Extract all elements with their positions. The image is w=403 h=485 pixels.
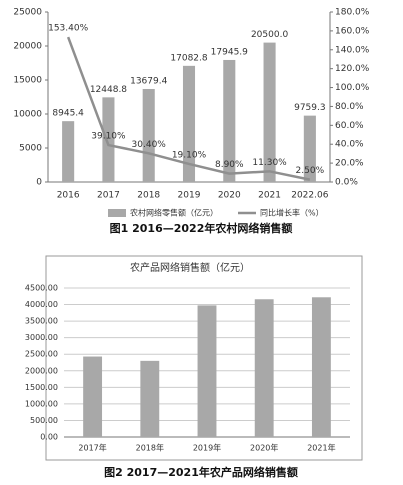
bar [62, 121, 75, 182]
data-label: 11.30% [252, 158, 287, 168]
bar [197, 305, 217, 437]
bar [182, 65, 196, 182]
bar [140, 360, 160, 437]
data-label: 9759.3 [294, 103, 326, 113]
y-tick-label: 3000.00 [25, 333, 58, 342]
bar [142, 88, 155, 182]
x-tick-label: 2020 [218, 191, 241, 201]
data-label: 8.90% [215, 160, 244, 170]
y-tick-label: 3500.00 [25, 317, 58, 326]
y2-tick-label: 0.0% [335, 178, 358, 188]
data-label: 20500.0 [251, 30, 288, 40]
y2-tick-label: 180.0% [335, 8, 370, 18]
y-tick-label: 1000.00 [25, 399, 58, 408]
chart-title: 农产品网络销售额（亿元） [130, 261, 250, 274]
y-tick-label: 4000.00 [25, 300, 58, 309]
y-tick-label: 4500.00 [25, 284, 58, 293]
y-tick-label: 0.00 [40, 433, 58, 442]
y-tick-label: 5000 [19, 144, 42, 154]
y2-tick-label: 120.0% [335, 64, 370, 74]
y-tick-label: 10000 [13, 110, 42, 120]
x-tick-label: 2018年 [136, 443, 164, 453]
x-tick-label: 2022.06 [291, 191, 328, 201]
data-label: 12448.8 [90, 85, 127, 95]
data-label: 153.40% [48, 24, 88, 34]
x-tick-label: 2019 [178, 191, 201, 201]
bar [223, 59, 236, 182]
y-tick-label: 25000 [13, 8, 42, 18]
y-tick-label: 0 [36, 178, 42, 188]
y2-tick-label: 80.0% [335, 102, 364, 112]
line [66, 36, 311, 181]
y-tick-label: 2000.00 [25, 366, 58, 375]
data-label: 13679.4 [130, 76, 167, 86]
x-tick-label: 2016 [57, 191, 80, 201]
legend-label: 同比增长率（%） [260, 208, 324, 218]
bar [303, 115, 316, 182]
y2-tick-label: 20.0% [335, 159, 364, 169]
x-tick-label: 2017年 [78, 443, 106, 453]
y-tick-label: 500.00 [30, 416, 58, 425]
y-tick-label: 1500.00 [25, 383, 58, 392]
y2-tick-label: 100.0% [335, 83, 370, 93]
x-tick-label: 2020年 [250, 443, 278, 453]
data-label: 19.10% [172, 150, 207, 160]
x-tick-label: 2019年 [193, 443, 221, 453]
chart-frame [45, 255, 363, 461]
y2-tick-label: 140.0% [335, 45, 370, 55]
bar [311, 297, 331, 437]
x-tick-label: 2018 [137, 191, 160, 201]
bar [263, 42, 276, 182]
x-tick-label: 2021年 [307, 443, 335, 453]
caption: 图1 2016—2022年农村网络销售额 [110, 221, 293, 235]
data-label: 17082.8 [170, 53, 207, 63]
x-tick-label: 2017 [97, 191, 120, 201]
data-label: 30.40% [132, 140, 167, 150]
data-label: 8945.4 [52, 109, 84, 119]
x-tick-label: 2021 [258, 191, 281, 201]
bar [102, 97, 115, 182]
legend-label: 农村网络零售额（亿元） [130, 208, 218, 218]
bar [83, 356, 103, 437]
y2-tick-label: 160.0% [335, 26, 370, 36]
bar [254, 299, 274, 437]
data-label: 17945.9 [211, 47, 248, 57]
legend-swatch [108, 209, 126, 217]
data-label: 2.50% [296, 166, 325, 176]
data-label: 39.10% [91, 132, 126, 142]
y-tick-label: 2500.00 [25, 350, 58, 359]
caption: 图2 2017—2021年农产品网络销售额 [104, 465, 298, 479]
y-tick-label: 20000 [13, 42, 42, 52]
y2-tick-label: 60.0% [335, 121, 364, 131]
y2-tick-label: 40.0% [335, 140, 364, 150]
y-tick-label: 15000 [13, 76, 42, 86]
